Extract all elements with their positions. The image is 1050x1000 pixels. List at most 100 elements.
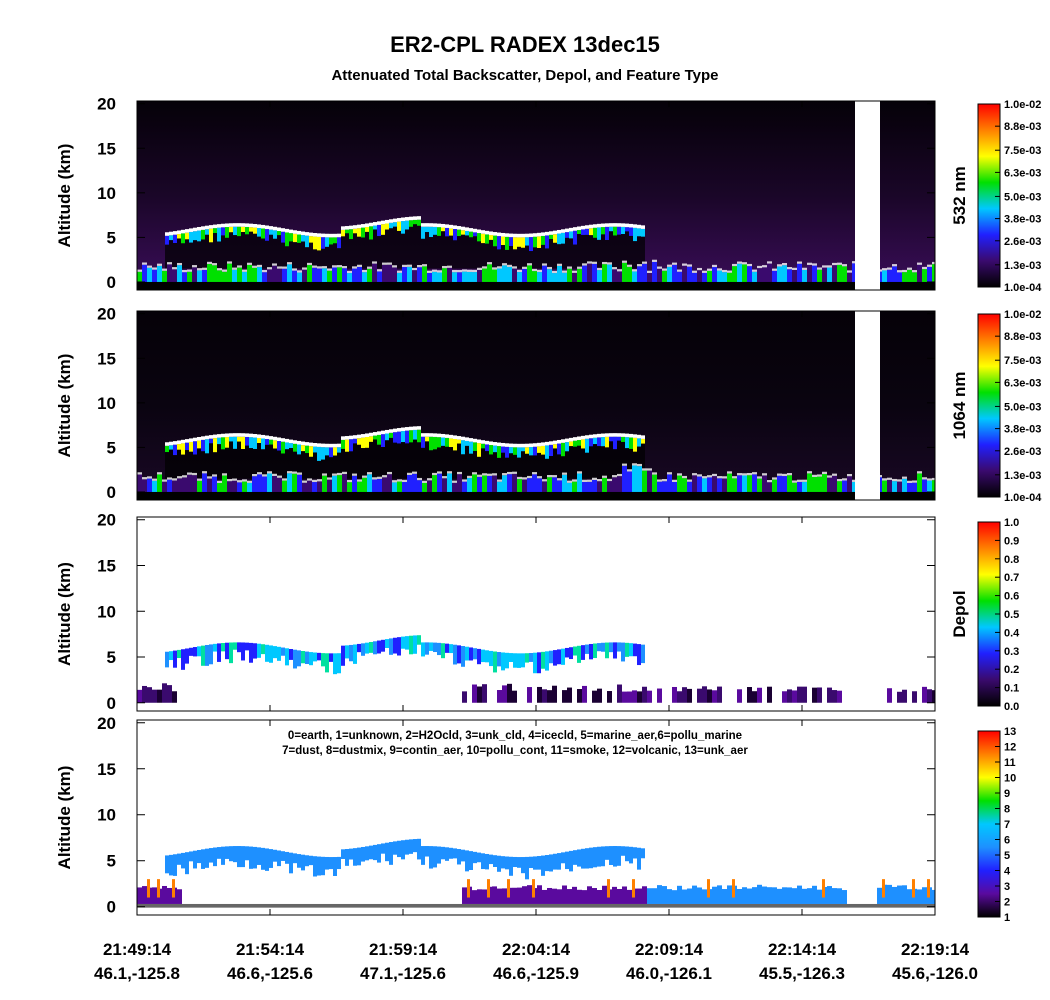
curtain-feature xyxy=(892,266,897,282)
curtain-feature xyxy=(601,438,605,479)
curtain-feature xyxy=(642,686,647,703)
curtain-feature xyxy=(787,689,792,703)
curtain-feature xyxy=(249,229,253,269)
curtain-feature xyxy=(702,270,707,273)
curtain-feature xyxy=(277,231,281,236)
curtain-feature xyxy=(341,645,345,666)
curtain-feature xyxy=(497,888,502,904)
curtain-feature xyxy=(417,838,421,860)
curtain-feature xyxy=(433,438,437,479)
curtain-feature xyxy=(662,270,667,282)
x-tick-label: 22:19:14 xyxy=(901,940,970,959)
curtain-feature xyxy=(402,479,407,483)
curtain-feature xyxy=(332,265,337,268)
curtain-feature xyxy=(897,270,902,273)
curtain-feature xyxy=(493,651,497,673)
curtain-feature xyxy=(549,236,553,269)
curtain-feature xyxy=(157,263,162,266)
curtain-feature xyxy=(185,232,189,240)
curtain-feature xyxy=(177,230,181,235)
curtain-feature xyxy=(607,879,610,898)
curtain-feature xyxy=(301,236,305,269)
curtain-feature xyxy=(545,855,549,872)
curtain-feature xyxy=(292,268,297,271)
curtain-feature xyxy=(577,645,581,663)
curtain-feature xyxy=(329,239,333,269)
curtain-feature xyxy=(257,439,261,479)
curtain-feature xyxy=(197,646,201,657)
curtain-feature xyxy=(565,233,569,269)
curtain-feature xyxy=(392,265,397,268)
curtain-feature xyxy=(365,433,369,438)
curtain-feature xyxy=(742,887,747,904)
y-tick-label: 0 xyxy=(107,898,116,917)
curtain-feature xyxy=(549,650,553,664)
curtain-feature xyxy=(273,436,277,441)
curtain-feature xyxy=(837,262,842,265)
curtain-feature xyxy=(201,231,205,269)
curtain-feature xyxy=(501,238,505,269)
curtain-feature xyxy=(277,266,282,269)
curtain-feature xyxy=(485,853,489,870)
curtain-feature xyxy=(485,230,489,235)
curtain-feature xyxy=(341,439,345,449)
curtain-feature xyxy=(553,853,557,870)
curtain-feature xyxy=(421,226,425,239)
curtain-feature xyxy=(292,471,297,474)
y-tick-label: 15 xyxy=(97,760,116,779)
curtain-feature xyxy=(593,439,597,479)
curtain-feature xyxy=(461,436,465,441)
curtain-feature xyxy=(233,846,237,863)
curtain-feature xyxy=(329,857,333,870)
colorbar-tick-label: 0.3 xyxy=(1004,646,1019,658)
curtain-feature xyxy=(549,234,553,239)
curtain-feature xyxy=(207,264,212,282)
curtain-feature xyxy=(762,886,767,904)
curtain-feature xyxy=(672,481,677,492)
curtain-feature xyxy=(547,477,552,492)
curtain-feature xyxy=(262,269,267,273)
curtain-feature xyxy=(367,268,372,282)
curtain-feature xyxy=(572,272,577,282)
curtain-feature xyxy=(677,691,682,703)
curtain-feature xyxy=(452,480,457,483)
curtain-feature xyxy=(413,431,417,479)
curtain-feature xyxy=(537,885,542,904)
curtain-feature xyxy=(202,471,207,474)
curtain-feature xyxy=(617,642,621,652)
curtain-feature xyxy=(193,443,197,479)
curtain-feature xyxy=(512,887,517,904)
curtain-feature xyxy=(321,448,325,479)
colorbar-tick-label: 5.0e-03 xyxy=(1004,191,1041,203)
curtain-feature xyxy=(382,262,387,265)
curtain-feature xyxy=(373,225,377,230)
curtain-feature xyxy=(249,439,253,479)
curtain-feature xyxy=(353,228,357,234)
curtain-feature xyxy=(577,436,581,441)
curtain-feature xyxy=(407,264,412,267)
curtain-feature xyxy=(545,447,549,479)
curtain-feature xyxy=(352,475,357,492)
curtain-feature xyxy=(697,476,702,492)
curtain-feature xyxy=(152,887,157,904)
curtain-feature xyxy=(389,219,393,223)
curtain-feature xyxy=(213,438,217,453)
curtain-feature xyxy=(842,266,847,282)
curtain-feature xyxy=(469,647,473,661)
curtain-feature xyxy=(225,227,229,238)
curtain-feature xyxy=(512,266,517,269)
curtain-feature xyxy=(282,478,287,481)
curtain-feature xyxy=(229,436,233,442)
curtain-feature xyxy=(189,647,193,656)
curtain-feature xyxy=(221,439,225,479)
legend-text: 7=dust, 8=dustmix, 9=contin_aer, 10=poll… xyxy=(282,745,748,757)
curtain-feature xyxy=(157,879,160,898)
curtain-feature xyxy=(167,887,172,904)
curtain-feature xyxy=(333,653,337,675)
curtain-feature xyxy=(449,438,453,448)
curtain-feature xyxy=(189,443,193,479)
curtain-feature xyxy=(317,479,322,482)
curtain-feature xyxy=(261,228,265,239)
curtain-feature xyxy=(257,224,261,229)
curtain-feature xyxy=(397,637,401,656)
